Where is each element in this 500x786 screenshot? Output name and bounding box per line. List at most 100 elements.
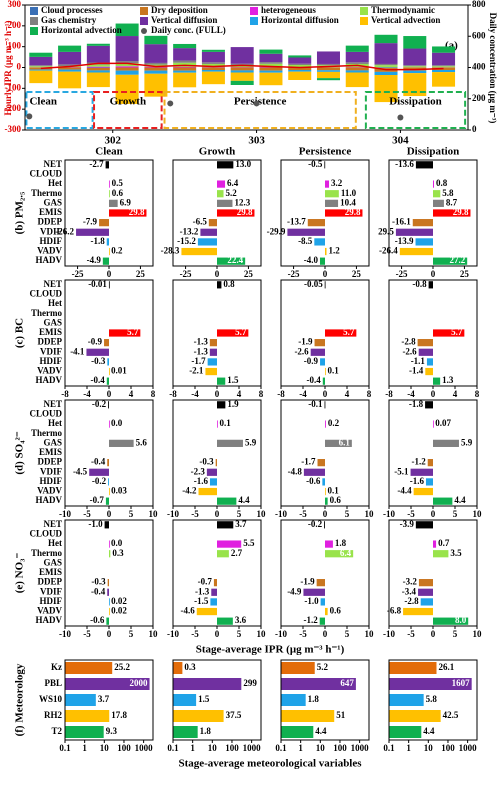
bar bbox=[217, 180, 226, 188]
value-label: -4.9 bbox=[87, 255, 102, 265]
x-tick-label: -10 bbox=[383, 629, 395, 639]
value-label: 0.2 bbox=[111, 246, 123, 256]
bar bbox=[205, 367, 217, 376]
panel-frame bbox=[280, 399, 370, 507]
x-tick-label: 303 bbox=[248, 135, 265, 147]
bar bbox=[208, 219, 217, 227]
stacked-bar-segment bbox=[58, 67, 82, 70]
bar bbox=[325, 487, 326, 496]
value-label: -0.6 bbox=[306, 476, 321, 486]
x-axis-label: Stage-average IPR (μg m⁻³ h⁻¹) bbox=[196, 644, 345, 656]
y2-tick-label: 600 bbox=[472, 30, 486, 40]
bar bbox=[433, 190, 441, 198]
category-label: VADV bbox=[37, 366, 62, 376]
y2-tick-label: 400 bbox=[472, 62, 486, 72]
x-tick-label: -5 bbox=[407, 629, 415, 639]
bar bbox=[425, 367, 433, 376]
stacked-bar-segment bbox=[374, 43, 398, 64]
stacked-bar-segment bbox=[374, 65, 398, 68]
value-label: -1.7 bbox=[191, 356, 206, 366]
bar bbox=[281, 726, 314, 738]
x-tick-label: -5 bbox=[299, 509, 307, 519]
value-label: 22.4 bbox=[227, 255, 243, 265]
stacked-bar-segment bbox=[259, 53, 283, 63]
bar bbox=[106, 377, 109, 385]
legend-label: Vertical diffusion bbox=[151, 15, 217, 25]
x-tick-label: 100 bbox=[117, 743, 131, 753]
bar bbox=[433, 199, 444, 207]
stacked-bar-segment bbox=[144, 67, 168, 71]
value-label: 1.8 bbox=[335, 538, 347, 548]
panel-frame bbox=[280, 279, 370, 387]
bar bbox=[217, 199, 233, 207]
value-label: 37.5 bbox=[226, 710, 242, 720]
stacked-bar-segment bbox=[173, 67, 197, 71]
stacked-bar-segment bbox=[115, 61, 139, 64]
value-label: -0.4 bbox=[91, 457, 106, 467]
category-label: Thermo bbox=[31, 308, 62, 318]
x-tick-label: 0 bbox=[107, 389, 112, 399]
value-label: 0.02 bbox=[111, 596, 127, 606]
legend-swatch bbox=[360, 17, 368, 25]
scatter-point bbox=[26, 113, 33, 120]
bar bbox=[418, 579, 433, 587]
x-tick-label: -4 bbox=[83, 389, 91, 399]
legend-swatch bbox=[250, 17, 258, 25]
row-title: (f) Meteorology bbox=[14, 663, 26, 736]
x-tick-label: -4 bbox=[191, 389, 199, 399]
value-label: 6.1 bbox=[339, 437, 351, 447]
bar bbox=[65, 710, 110, 722]
value-label: -1.0 bbox=[88, 519, 103, 529]
scatter-point bbox=[397, 114, 404, 121]
bar bbox=[217, 190, 224, 198]
x-tick-label: 4 bbox=[237, 389, 242, 399]
y-tick-label: 100 bbox=[8, 41, 22, 51]
value-label: 0.6 bbox=[330, 606, 342, 616]
value-label: 0.6 bbox=[330, 495, 342, 505]
value-label: -13.7 bbox=[287, 217, 306, 227]
x-tick-label: 4 bbox=[345, 389, 350, 399]
legend-label: Thermodynamic bbox=[371, 5, 435, 15]
y2-tick-label: 0 bbox=[472, 124, 477, 134]
stacked-bar-segment bbox=[316, 67, 340, 71]
stacked-bar-segment bbox=[259, 49, 283, 54]
value-label: -0.1 bbox=[308, 399, 323, 409]
value-label: -0.2 bbox=[308, 519, 323, 529]
value-label: 3.6 bbox=[235, 615, 247, 625]
bar bbox=[433, 497, 453, 505]
x-tick-label: -5 bbox=[191, 629, 199, 639]
value-label: 0.0 bbox=[111, 538, 123, 548]
legend-label: heterogeneous bbox=[261, 5, 316, 15]
legend-label: Cloud processes bbox=[41, 5, 103, 15]
bar bbox=[109, 550, 111, 558]
x-tick-label: 100 bbox=[225, 743, 239, 753]
x-tick-label: 0 bbox=[431, 389, 436, 399]
bar bbox=[108, 401, 109, 409]
bar bbox=[181, 247, 217, 256]
value-label: -4.1 bbox=[70, 346, 85, 356]
value-label: 25.2 bbox=[114, 662, 130, 672]
bar bbox=[106, 617, 109, 625]
stacked-bar-segment bbox=[173, 60, 197, 63]
bar bbox=[324, 281, 326, 289]
x-tick-label: 1000 bbox=[351, 743, 370, 753]
bar bbox=[317, 459, 325, 467]
x-tick-label: 0 bbox=[215, 389, 220, 399]
value-label: 647 bbox=[340, 678, 354, 688]
column-title: Dissipation bbox=[407, 146, 460, 158]
bar bbox=[325, 420, 326, 428]
x-tick-label: -5 bbox=[83, 629, 91, 639]
bar bbox=[320, 358, 325, 366]
stacked-bar-segment bbox=[86, 66, 110, 68]
x-tick-label: -5 bbox=[299, 629, 307, 639]
bar bbox=[303, 588, 325, 596]
category-label: HDIF bbox=[40, 476, 63, 486]
stacked-bar-segment bbox=[432, 66, 456, 68]
value-label: 0.2 bbox=[328, 418, 340, 428]
bar bbox=[389, 662, 437, 674]
value-label: -28.3 bbox=[161, 246, 180, 256]
stacked-bar-segment bbox=[316, 51, 340, 64]
x-tick-label: 1000 bbox=[135, 743, 154, 753]
stacked-bar-segment bbox=[403, 65, 427, 67]
